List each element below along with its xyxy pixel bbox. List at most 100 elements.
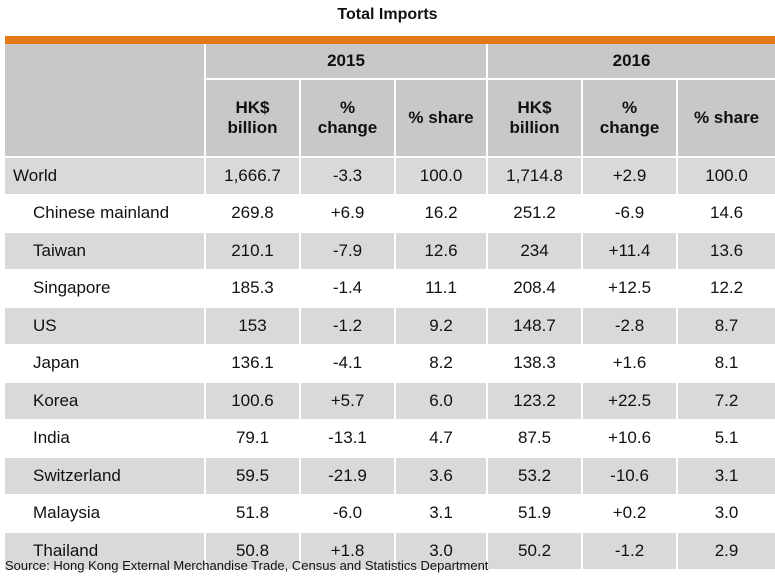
year-header-2016: 2016 [487, 44, 775, 80]
table-cell: 59.5 [205, 457, 301, 496]
subheader-line: HK$ [235, 98, 270, 117]
table-cell: 79.1 [205, 419, 301, 458]
row-label: Taiwan [5, 232, 206, 271]
subheader-line: change [317, 118, 378, 137]
imports-table: 2015 2016 HK$ billion% change% share HK$ bil… [5, 44, 775, 571]
table-cell: 1,714.8 [487, 157, 584, 196]
table-row: Thailand 50.8 +1.8 3.0 50.2 -1.2 2.9 [5, 532, 775, 571]
table-cell: -6.0 [300, 494, 396, 533]
subheader-hk-billion-2016: HK$ billion [487, 79, 584, 158]
table-cell: 153 [205, 307, 301, 346]
table-cell: -13.1 [300, 419, 396, 458]
table-cell: 14.6 [677, 194, 775, 233]
table-cell: 5.1 [677, 419, 775, 458]
table-cell: 3.1 [395, 494, 489, 533]
table-row: US 153 -1.2 9.2 148.7 -2.8 8.7 [5, 307, 775, 346]
table-row: Switzerland 59.5 -21.9 3.6 53.2 -10.6 3.1 [5, 457, 775, 496]
subheader-pct-change-2016: % change [582, 79, 679, 158]
table-cell: 8.7 [677, 307, 775, 346]
table-cell: 123.2 [487, 382, 584, 421]
table-cell: 13.6 [677, 232, 775, 271]
table-cell: +6.9 [300, 194, 396, 233]
table-cell: +1.6 [582, 344, 679, 383]
table-cell: -1.2 [582, 532, 679, 571]
table-cell: +2.9 [582, 157, 679, 196]
table-cell: 148.7 [487, 307, 584, 346]
table-cell: -6.9 [582, 194, 679, 233]
table-cell: 51.9 [487, 494, 584, 533]
table-cell: 100.0 [677, 157, 775, 196]
table-cell: 208.4 [487, 269, 584, 308]
row-label: Singapore [5, 269, 206, 308]
table-row: Singapore 185.3 -1.4 11.1 208.4 +12.5 12.2 [5, 269, 775, 308]
table-cell: 3.0 [395, 532, 489, 571]
table-cell: -3.3 [300, 157, 396, 196]
table-cell: 2.9 [677, 532, 775, 571]
table-cell: 210.1 [205, 232, 301, 271]
table-cell: 16.2 [395, 194, 489, 233]
row-label: Malaysia [5, 494, 206, 533]
table-cell: -21.9 [300, 457, 396, 496]
row-label: Chinese mainland [5, 194, 206, 233]
table-cell: +0.2 [582, 494, 679, 533]
subheader-line: % [339, 98, 356, 117]
table-cell: -1.2 [300, 307, 396, 346]
table-cell: 251.2 [487, 194, 584, 233]
row-label: World [5, 157, 206, 196]
table-cell: 269.8 [205, 194, 301, 233]
table-cell: 7.2 [677, 382, 775, 421]
row-label: India [5, 419, 206, 458]
table-cell: +11.4 [582, 232, 679, 271]
table-cell: 3.0 [677, 494, 775, 533]
table-cell: 4.7 [395, 419, 489, 458]
subheader-line: HK$ [517, 98, 552, 117]
subheader-pct-share-2015: % share [395, 79, 489, 158]
corner-header-cell [5, 44, 206, 158]
table-row: World 1,666.7 -3.3 100.0 1,714.8 +2.9 100.0 [5, 157, 775, 196]
row-label: Thailand [5, 532, 206, 571]
table-row: Taiwan 210.1 -7.9 12.6 234 +11.4 13.6 [5, 232, 775, 271]
table-cell: 185.3 [205, 269, 301, 308]
table-cell: 11.1 [395, 269, 489, 308]
row-label: Korea [5, 382, 206, 421]
table-cell: 100.6 [205, 382, 301, 421]
table-cell: +5.7 [300, 382, 396, 421]
table-cell: 53.2 [487, 457, 584, 496]
table-cell: 138.3 [487, 344, 584, 383]
table-cell: 3.6 [395, 457, 489, 496]
subheader-pct-share-2016: % share [677, 79, 775, 158]
table-cell: 8.1 [677, 344, 775, 383]
table-cell: 1,666.7 [205, 157, 301, 196]
subheader-line: change [599, 118, 660, 137]
table-cell: 87.5 [487, 419, 584, 458]
row-label: US [5, 307, 206, 346]
table-cell: 136.1 [205, 344, 301, 383]
row-label: Switzerland [5, 457, 206, 496]
table-cell: 12.6 [395, 232, 489, 271]
year-header-2015: 2015 [205, 44, 489, 80]
table-cell: 51.8 [205, 494, 301, 533]
table-cell: -1.4 [300, 269, 396, 308]
table-row: Malaysia 51.8 -6.0 3.1 51.9 +0.2 3.0 [5, 494, 775, 533]
table-row: Chinese mainland 269.8 +6.9 16.2 251.2 -6.9 14… [5, 194, 775, 233]
subheader-hk-billion-2015: HK$ billion [205, 79, 301, 158]
table-cell: +1.8 [300, 532, 396, 571]
table-cell: 50.8 [205, 532, 301, 571]
table-title: Total Imports [337, 6, 438, 23]
subheader-line: billion [227, 118, 278, 137]
table-cell: +12.5 [582, 269, 679, 308]
source-note: Source: Hong Kong External Merchandise T… [5, 558, 489, 573]
table-cell: -10.6 [582, 457, 679, 496]
table-cell: 100.0 [395, 157, 489, 196]
subheader-line: % share [408, 108, 474, 127]
table-cell: -7.9 [300, 232, 396, 271]
accent-bar [5, 36, 775, 44]
table-cell: 6.0 [395, 382, 489, 421]
table-cell: +10.6 [582, 419, 679, 458]
table-row: India 79.1 -13.1 4.7 87.5 +10.6 5.1 [5, 419, 775, 458]
table-row: Korea 100.6 +5.7 6.0 123.2 +22.5 7.2 [5, 382, 775, 421]
table-row: Japan 136.1 -4.1 8.2 138.3 +1.6 8.1 [5, 344, 775, 383]
subheader-line: % [621, 98, 638, 117]
table-cell: 3.1 [677, 457, 775, 496]
table-cell: -4.1 [300, 344, 396, 383]
